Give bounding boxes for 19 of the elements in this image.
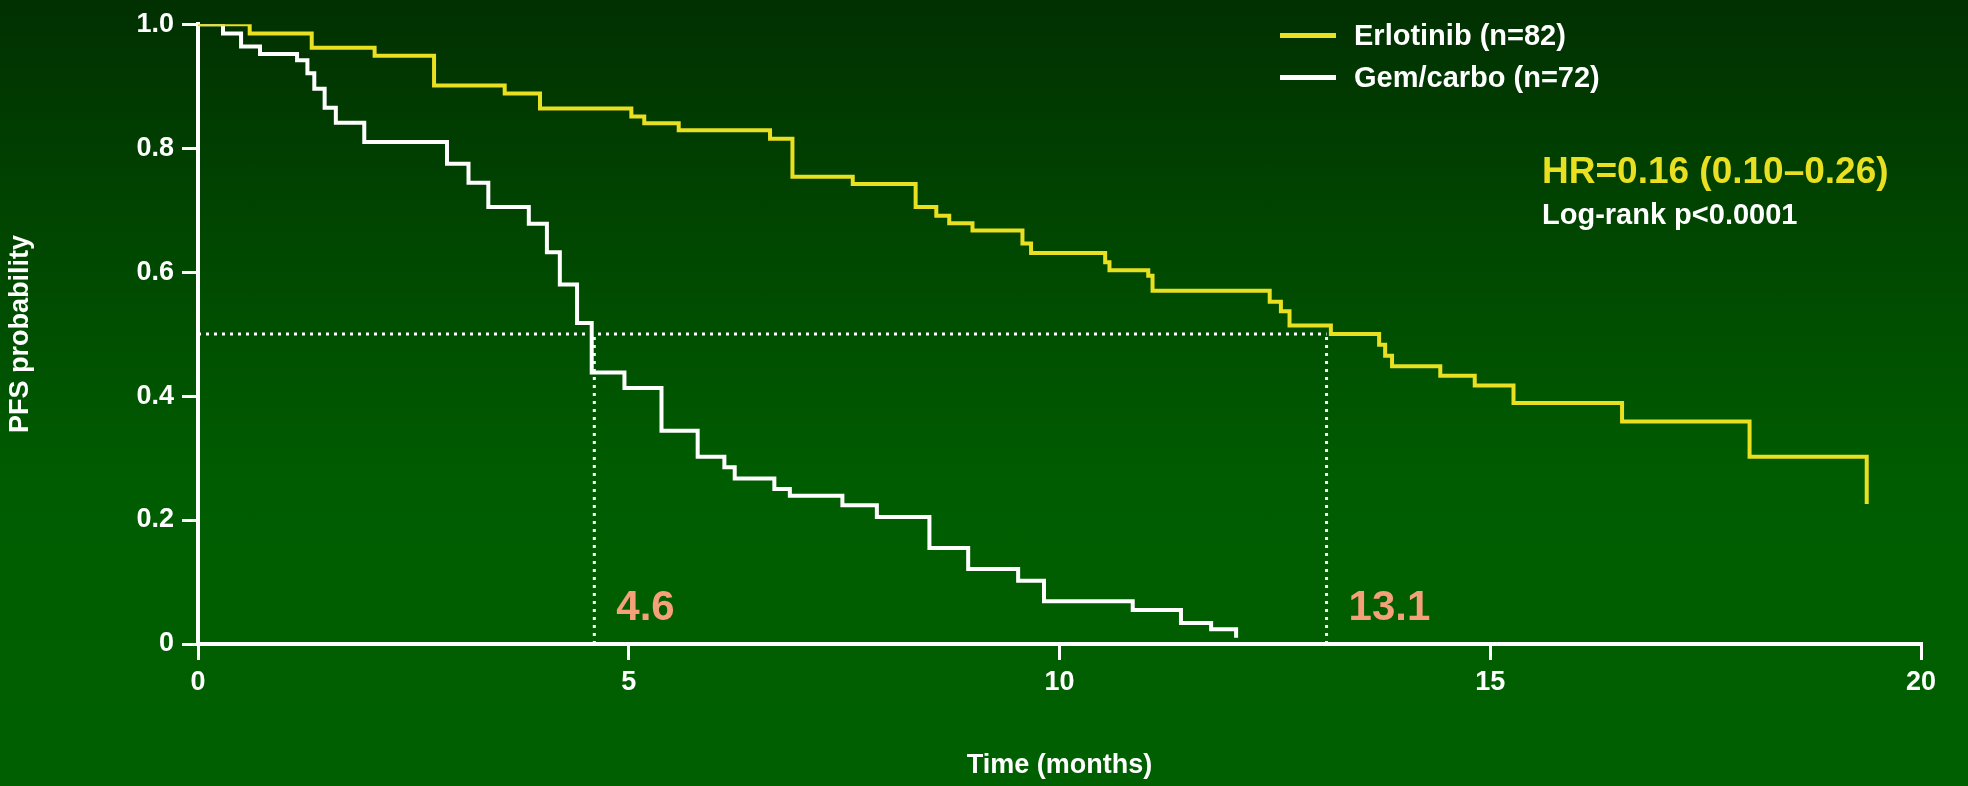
x-tick-label: 15 [1475,665,1506,696]
x-tick-label: 5 [621,665,637,696]
y-tick-label: 1.0 [136,7,174,38]
y-tick-label: 0.2 [136,503,174,534]
x-tick-label: 10 [1044,665,1075,696]
x-tick-label: 0 [190,665,206,696]
ref-line-label: 13.1 [1348,582,1431,629]
annotation: HR=0.16 (0.10–0.26) [1542,150,1889,192]
y-tick-label: 0 [158,627,174,658]
y-tick-label: 0.8 [136,131,174,162]
y-tick-label: 0.6 [136,255,174,286]
y-tick-label: 0.4 [136,379,174,410]
legend-label: Gem/carbo (n=72) [1354,60,1600,94]
y-axis-title: PFS probability [3,235,34,434]
legend-label: Erlotinib (n=82) [1354,18,1566,52]
x-tick-label: 20 [1905,665,1937,696]
annotation: Log-rank p<0.0001 [1542,198,1798,231]
x-axis-title: Time (months) [966,749,1153,780]
ref-line-label: 4.6 [616,582,675,629]
